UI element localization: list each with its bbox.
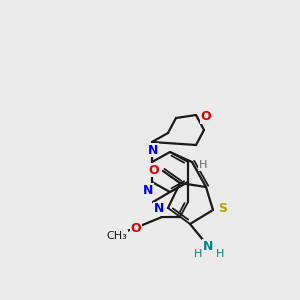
Text: H: H — [194, 249, 202, 259]
Text: O: O — [201, 110, 211, 124]
Text: CH₃: CH₃ — [106, 231, 128, 241]
Text: N: N — [143, 184, 153, 196]
Text: O: O — [131, 221, 141, 235]
Text: N: N — [203, 239, 213, 253]
Text: S: S — [218, 202, 227, 215]
Text: N: N — [148, 143, 158, 157]
Text: H: H — [199, 160, 207, 170]
Text: N: N — [154, 202, 164, 215]
Text: H: H — [216, 249, 224, 259]
Text: O: O — [149, 164, 159, 176]
